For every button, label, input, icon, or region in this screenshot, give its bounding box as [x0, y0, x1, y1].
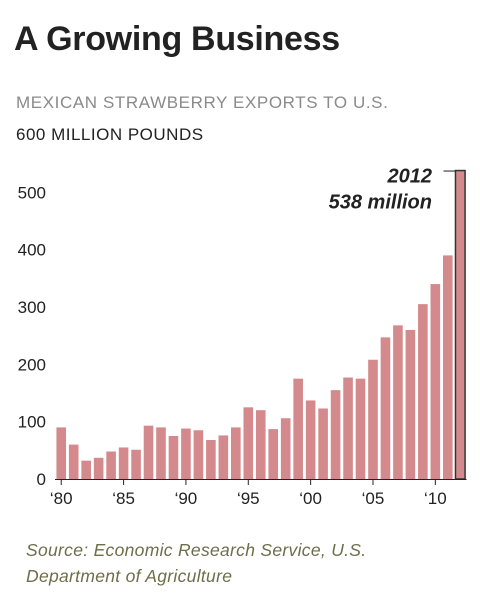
y-axis-unit-label: 600 MILLION POUNDS — [16, 125, 204, 144]
bar-1992 — [206, 440, 216, 479]
bar-2000 — [305, 400, 316, 479]
bar-1990 — [181, 428, 191, 479]
bar-1996 — [255, 410, 266, 479]
annotation-year: 2012 — [387, 166, 433, 188]
x-tick-label: ‘00 — [299, 489, 322, 508]
bar-1991 — [193, 430, 204, 479]
bar-1988 — [156, 427, 166, 479]
y-tick-label: 100 — [18, 413, 46, 432]
bar-1998 — [280, 418, 291, 479]
bar-1981 — [68, 444, 79, 479]
bar-1985 — [118, 447, 129, 479]
bar-1989 — [168, 436, 179, 479]
bar-1993 — [218, 435, 229, 479]
bar-2010 — [430, 284, 441, 479]
bar-2008 — [405, 329, 416, 479]
bar-2005 — [368, 359, 378, 479]
bar-2003 — [343, 377, 353, 479]
bar-2011 — [443, 255, 453, 479]
x-tick-label: ‘80 — [50, 489, 73, 508]
y-tick-label: 200 — [18, 355, 46, 374]
bar-1995 — [243, 407, 254, 479]
x-tick-label: ‘90 — [175, 489, 198, 508]
bar-2004 — [355, 378, 366, 479]
chart-subtitle: MEXICAN STRAWBERRY EXPORTS TO U.S. — [16, 93, 389, 112]
bar-highlight-2012 — [454, 169, 466, 480]
bar-1997 — [268, 429, 279, 479]
bar-2002 — [330, 390, 341, 479]
annotation-value: 538 million — [329, 192, 432, 214]
bar-1999 — [293, 378, 303, 479]
y-tick-label: 500 — [18, 183, 46, 202]
y-tick-label: 400 — [18, 241, 46, 260]
bar-1983 — [93, 457, 104, 479]
x-tick-label: ‘10 — [424, 489, 447, 508]
bar-1984 — [106, 451, 116, 479]
y-tick-label: 0 — [37, 470, 46, 489]
bar-1980 — [56, 427, 67, 479]
bar-2009 — [418, 304, 428, 479]
bar-1987 — [143, 425, 154, 479]
x-tick-label: ‘05 — [362, 489, 385, 508]
bar-2006 — [380, 337, 391, 479]
bar-2001 — [318, 408, 328, 479]
x-tick-label: ‘95 — [237, 489, 260, 508]
chart-title: A Growing Business — [14, 20, 340, 58]
x-tick-label: ‘85 — [112, 489, 135, 508]
bar-chart: 0 100 200 300 400 500 ‘80 ‘85 ‘90 ‘95 ‘00 ‘05 ‘10 201… — [18, 166, 467, 508]
y-tick-label: 300 — [18, 298, 46, 317]
bar-2007 — [393, 325, 403, 479]
source-note: Source: Economic Research Service, U.S. … — [26, 540, 367, 586]
bar-1982 — [81, 460, 91, 479]
bar-1994 — [231, 427, 241, 479]
bar-1986 — [131, 449, 141, 479]
